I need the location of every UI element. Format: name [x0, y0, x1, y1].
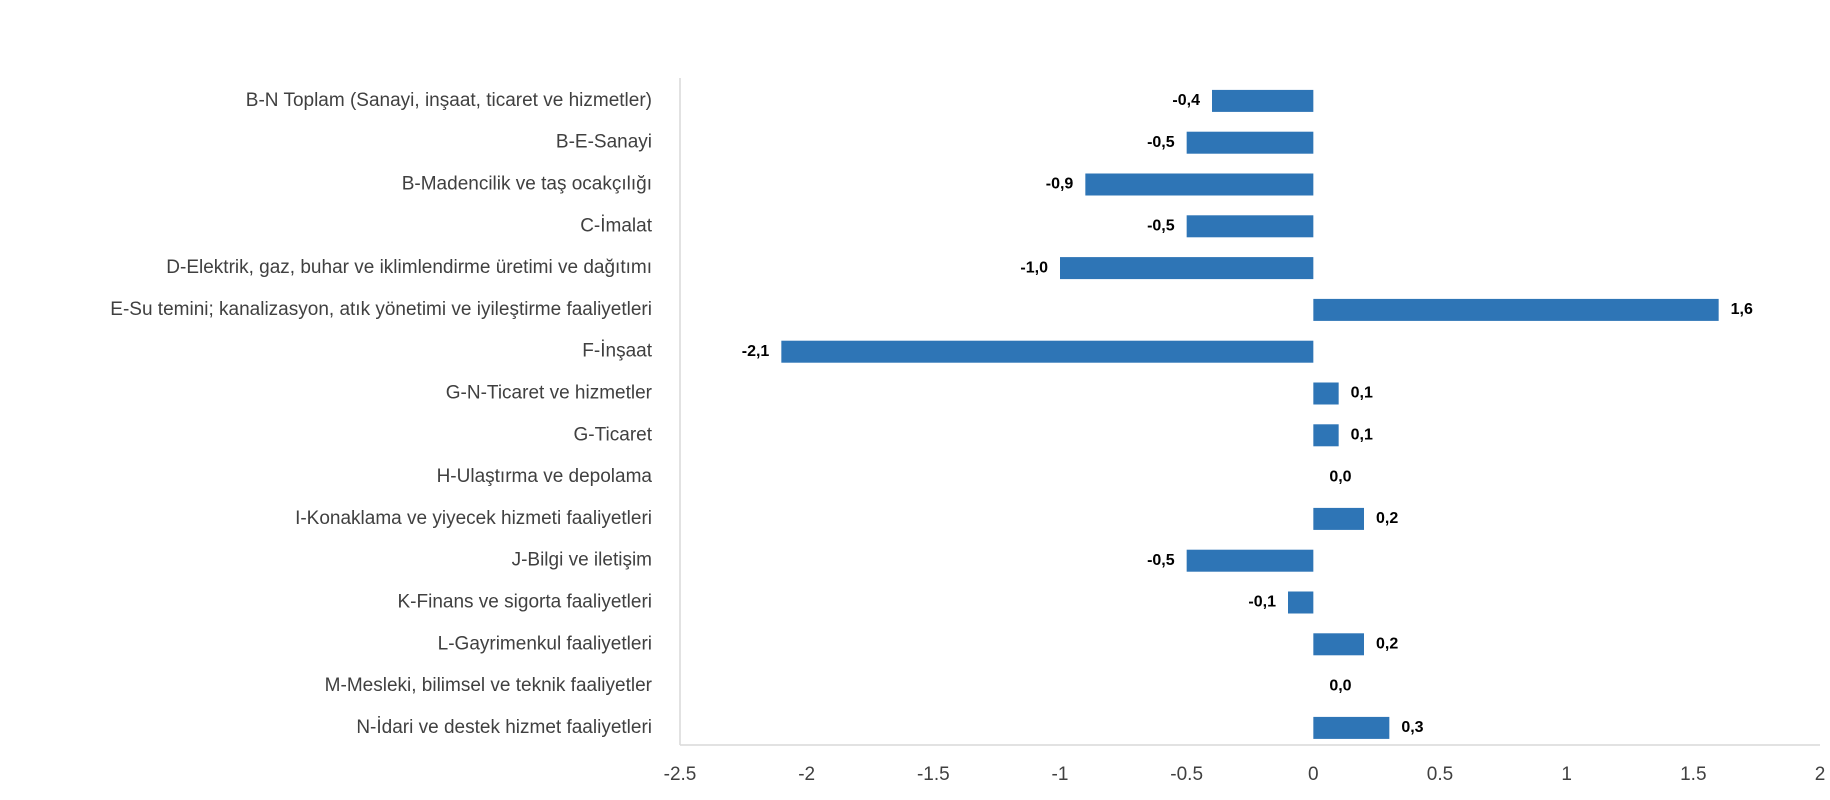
bar [1186, 131, 1314, 154]
data-label: -0,5 [1147, 552, 1175, 569]
category-label: I-Konaklama ve yiyecek hizmeti faaliyetl… [295, 508, 652, 529]
category-labels-layer: B-N Toplam (Sanayi, inşaat, ticaret ve h… [110, 90, 652, 738]
x-tick-labels-layer: -2.5 -2 -1.5 -1 -0.5 0 0.5 1 1.5 2 [664, 764, 1826, 785]
axes-layer [679, 78, 1820, 746]
category-label: M-Mesleki, bilimsel ve teknik faaliyetle… [325, 675, 653, 696]
bar [1313, 507, 1364, 530]
x-tick-label: 0 [1308, 764, 1319, 785]
category-label: C-İmalat [580, 215, 653, 236]
x-tick-label: 1 [1561, 764, 1572, 785]
data-label: 0,3 [1401, 719, 1423, 736]
data-label: -0,9 [1046, 176, 1074, 193]
category-label: H-Ulaştırma ve depolama [437, 466, 653, 487]
category-label: B-E-Sanayi [556, 132, 652, 153]
data-label: -0,5 [1147, 134, 1175, 151]
bar [1313, 298, 1719, 321]
data-label: 0,1 [1351, 385, 1373, 402]
bar [1212, 89, 1314, 112]
x-tick-label: 2 [1815, 764, 1826, 785]
category-label: F-İnşaat [582, 341, 652, 362]
bar [781, 340, 1314, 363]
category-label: B-N Toplam (Sanayi, inşaat, ticaret ve h… [246, 90, 652, 111]
bar [1288, 591, 1314, 614]
category-label: B-Madencilik ve taş ocakçılığı [402, 174, 652, 195]
category-label: L-Gayrimenkul faaliyetleri [438, 633, 652, 654]
category-label: J-Bilgi ve iletişim [512, 550, 652, 571]
x-tick-label: 0.5 [1427, 764, 1453, 785]
category-label: K-Finans ve sigorta faaliyetleri [398, 592, 653, 613]
category-label: E-Su temini; kanalizasyon, atık yönetimi… [110, 299, 652, 320]
data-labels-layer: -0,4 -0,5 -0,9 -0,5 -1,0 1,6 -2,1 0,1 0,1 0,0 0,2 -… [742, 92, 1753, 736]
data-label: -0,5 [1147, 218, 1175, 235]
x-tick-label: -2 [798, 764, 815, 785]
category-label: N-İdari ve destek hizmet faaliyetleri [356, 717, 652, 738]
x-tick-label: 1.5 [1680, 764, 1706, 785]
bar [1313, 424, 1339, 447]
bar [1313, 382, 1339, 405]
data-label: -1,0 [1020, 259, 1048, 276]
bar [1060, 257, 1314, 280]
data-label: 0,2 [1376, 636, 1398, 653]
x-tick-label: -1 [1052, 764, 1069, 785]
bar [1186, 215, 1314, 238]
x-tick-label: -1.5 [917, 764, 950, 785]
x-tick-label: -0.5 [1170, 764, 1203, 785]
bar [1085, 173, 1314, 196]
data-label: 1,6 [1731, 301, 1753, 318]
data-label: 0,1 [1351, 427, 1373, 444]
data-label: -2,1 [742, 343, 770, 360]
data-label: 0,0 [1329, 468, 1351, 485]
bar [1186, 549, 1314, 572]
category-label: G-Ticaret [574, 424, 653, 445]
data-label: -0,4 [1172, 92, 1200, 109]
data-label: -0,1 [1248, 594, 1276, 611]
category-label: G-N-Ticaret ve hizmetler [446, 383, 653, 404]
data-label: 0,2 [1376, 510, 1398, 527]
bar [1313, 633, 1364, 656]
bar [1313, 716, 1390, 739]
category-label: D-Elektrik, gaz, buhar ve iklimlendirme … [166, 257, 652, 278]
bars-layer [781, 89, 1719, 739]
data-label: 0,0 [1329, 677, 1351, 694]
x-tick-label: -2.5 [664, 764, 697, 785]
